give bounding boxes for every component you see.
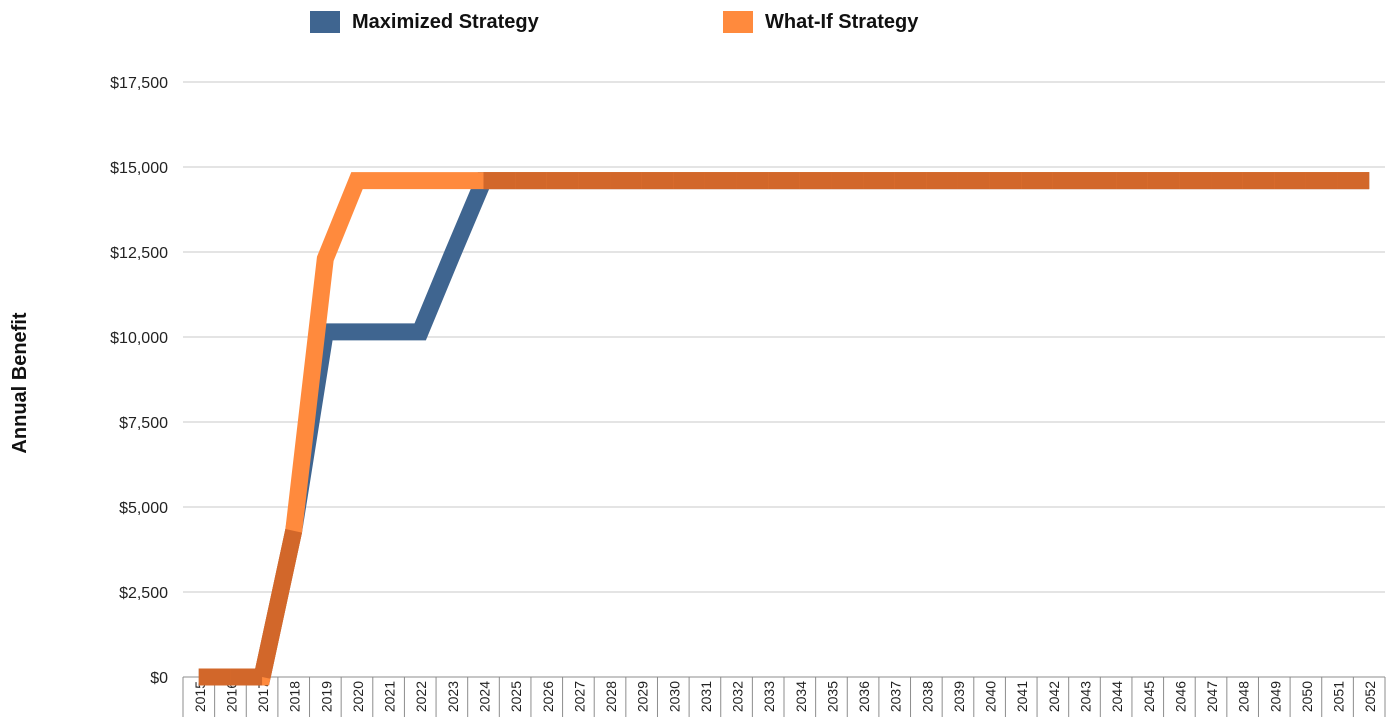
x-tick-label: 2019 — [318, 681, 334, 712]
series-line-whatif — [198, 172, 1370, 686]
legend-whatif: What-If Strategy — [723, 8, 918, 36]
x-tick-label: 2029 — [635, 681, 651, 712]
y-tick-label: $17,500 — [110, 75, 168, 92]
x-tick-label: 2031 — [698, 681, 714, 712]
x-tick-label: 2018 — [287, 681, 303, 712]
x-tick-label: 2028 — [603, 681, 619, 712]
y-tick-label: $12,500 — [110, 245, 168, 262]
x-tick-label: 2020 — [350, 681, 366, 712]
x-tick-label: 2051 — [1331, 681, 1347, 712]
x-tick-label: 2045 — [1141, 681, 1157, 712]
x-tick-label: 2037 — [888, 681, 904, 712]
x-tick-label: 2015 — [192, 681, 208, 712]
legend-swatch-maximized — [310, 11, 340, 33]
grid-lines — [182, 81, 1386, 717]
x-tick-label: 2025 — [508, 681, 524, 712]
x-tick-label: 2039 — [951, 681, 967, 712]
x-tick-label: 2046 — [1172, 681, 1188, 712]
x-tick-label: 2048 — [1236, 681, 1252, 712]
y-tick-label: $10,000 — [110, 330, 168, 347]
x-tick-label: 2030 — [666, 681, 682, 712]
x-tick-label: 2050 — [1299, 681, 1315, 712]
x-tick-label: 2033 — [761, 681, 777, 712]
y-tick-labels: $0 $2,500 $5,000 $7,500 $10,000 $12,500 $15,00… — [110, 75, 168, 687]
y-tick-label: $7,500 — [119, 415, 168, 432]
legend-label-whatif: What-If Strategy — [765, 10, 919, 33]
x-tick-label: 2022 — [413, 681, 429, 712]
x-tick-label: 2049 — [1267, 681, 1283, 712]
y-tick-label: $15,000 — [110, 160, 168, 177]
x-tick-label: 2027 — [571, 681, 587, 712]
y-tick-label: $5,000 — [119, 500, 168, 517]
legend-maximized: Maximized Strategy — [310, 8, 539, 36]
legend-swatch-whatif — [723, 11, 753, 33]
x-tick-labels: 2015 2016 2017 2018 2019 2020 2021 2022 2023 2024… — [192, 681, 1378, 712]
y-tick-label: $0 — [150, 670, 168, 687]
x-tick-label: 2035 — [824, 681, 840, 712]
x-tick-label: 2016 — [223, 681, 239, 712]
x-tick-label: 2023 — [445, 681, 461, 712]
x-tick-label: 2047 — [1204, 681, 1220, 712]
x-tick-label: 2021 — [382, 681, 398, 712]
overlap-segment — [253, 529, 303, 679]
series-line-maximized — [198, 172, 1370, 686]
x-tick-label: 2041 — [1014, 681, 1030, 712]
x-tick-label: 2040 — [983, 681, 999, 712]
legend-label-maximized: Maximized Strategy — [352, 10, 539, 33]
x-tick-label: 2043 — [1078, 681, 1094, 712]
series-lines — [198, 172, 1370, 686]
x-tick-label: 2024 — [477, 681, 493, 712]
y-axis-label: Annual Benefit — [9, 312, 31, 453]
x-tick-label: 2026 — [540, 681, 556, 712]
y-tick-label: $2,500 — [119, 585, 168, 602]
x-tick-label: 2044 — [1109, 681, 1125, 712]
x-tick-label: 2042 — [1046, 681, 1062, 712]
x-tick-label: 2032 — [730, 681, 746, 712]
x-tick-label: 2036 — [856, 681, 872, 712]
x-tick-label: 2017 — [255, 681, 271, 712]
x-tick-label: 2034 — [793, 681, 809, 712]
x-tick-label: 2038 — [919, 681, 935, 712]
x-tick-label: 2052 — [1362, 681, 1378, 712]
